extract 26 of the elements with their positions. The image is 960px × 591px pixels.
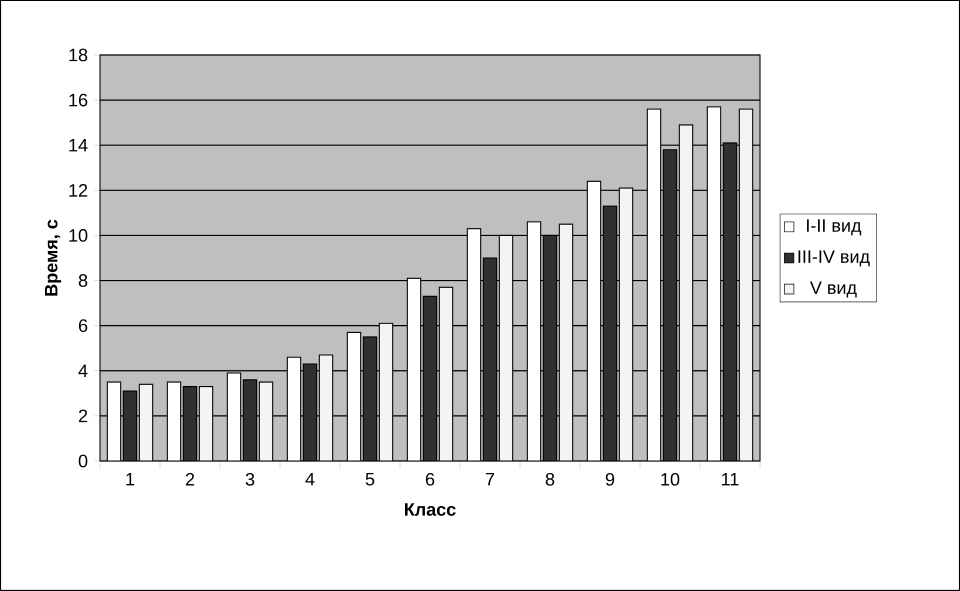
x-tick-label: 10 (661, 472, 680, 486)
x-tick-label: 3 (246, 472, 254, 486)
y-tick-label: 12 (69, 184, 88, 197)
x-tick-label: 1 (126, 472, 134, 486)
x-tick-label: 4 (305, 472, 314, 486)
y-tick-label: 0 (78, 454, 88, 468)
x-tick-label: 7 (486, 472, 494, 486)
y-tick-label: 18 (69, 48, 88, 62)
y-tick-label: 14 (69, 139, 88, 152)
y-tick-label: 10 (69, 229, 88, 242)
y-tick-label: 4 (78, 364, 88, 377)
y-tick-label: 6 (78, 319, 88, 332)
x-tick-label: 5 (366, 472, 374, 486)
y-tick-label: 8 (78, 274, 88, 287)
y-tick-label: 2 (78, 410, 88, 422)
x-tick-label: 9 (606, 472, 614, 486)
y-axis-title: Время, с (44, 220, 62, 296)
y-tick-label: 16 (69, 94, 88, 106)
x-tick-label: 6 (426, 472, 434, 486)
x-axis-title: Класс (404, 503, 456, 516)
x-tick-label: 11 (722, 472, 738, 486)
legend-label: III-IV вид (798, 250, 870, 266)
x-tick-label: 8 (546, 472, 554, 486)
legend-label: I-II вид (807, 219, 862, 236)
legend-label: V вид (810, 282, 857, 298)
x-tick-label: 2 (186, 472, 194, 486)
